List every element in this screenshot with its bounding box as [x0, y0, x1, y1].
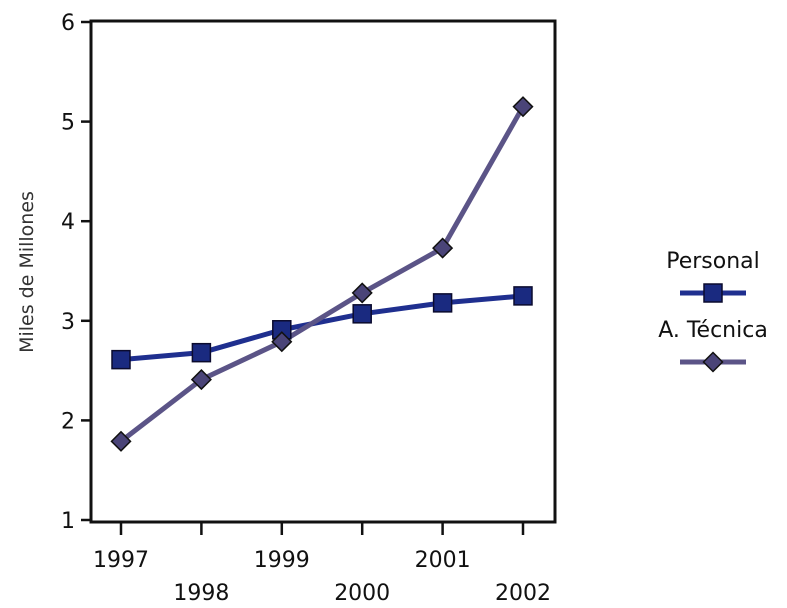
x-tick-label: 1997: [93, 548, 149, 573]
legend: Personal A. Técnica: [658, 249, 768, 373]
legend-swatch-personal: [680, 283, 746, 303]
series-layer: [110, 96, 534, 452]
data-point: [190, 369, 212, 391]
x-tick-label: 1999: [254, 548, 310, 573]
legend-marker: [702, 351, 724, 373]
legend-swatch-a-tecnica: [680, 351, 746, 373]
data-point: [110, 430, 132, 452]
data-point: [513, 286, 533, 306]
y-tick-label: 5: [61, 111, 75, 136]
legend-label-a-tecnica: A. Técnica: [658, 318, 768, 343]
x-tick-label: 2001: [415, 548, 471, 573]
y-tick-label: 6: [61, 11, 75, 36]
x-tick-label: 2002: [495, 581, 551, 606]
y-tick-label: 3: [61, 310, 75, 335]
data-point: [432, 237, 454, 259]
axis-ticks: [81, 20, 525, 535]
data-point: [271, 331, 293, 353]
series-line-personal: [120, 293, 524, 363]
legend-label-personal: Personal: [666, 249, 760, 274]
data-point: [512, 96, 534, 118]
data-point: [191, 342, 212, 363]
data-point: [351, 282, 373, 304]
y-tick-label: 1: [61, 509, 75, 534]
y-tick-label: 2: [61, 409, 75, 434]
data-point: [352, 304, 372, 324]
data-point: [111, 349, 131, 370]
data-point: [432, 293, 453, 313]
x-tick-label: 2000: [334, 581, 390, 606]
series-markers-a-tecnica: [110, 96, 534, 452]
plot-frame: [89, 19, 557, 524]
y-tick-label: 4: [61, 210, 75, 235]
series-line-a-tecnica: [119, 105, 526, 444]
x-axis-labels: 1997 1998 1999 2000 2001 2002: [93, 548, 551, 606]
y-axis-ticks: 1 2 3 4 5 6: [61, 11, 75, 534]
legend-marker: [703, 283, 723, 303]
y-axis-title: Miles de Millones: [16, 191, 38, 353]
x-tick-label: 1998: [173, 581, 229, 606]
